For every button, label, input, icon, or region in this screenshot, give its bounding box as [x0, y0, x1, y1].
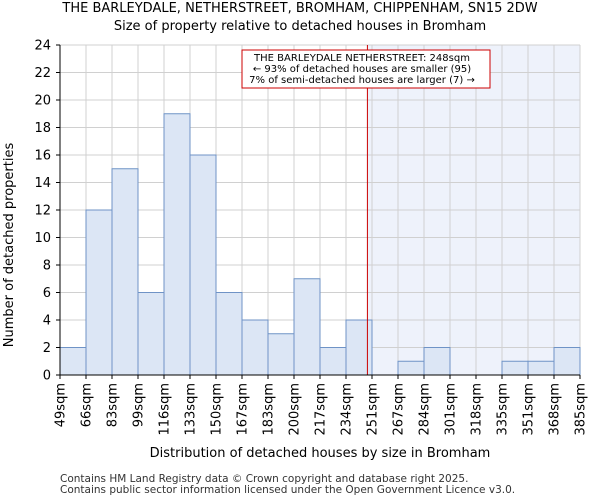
x-tick-label: 200sqm — [288, 383, 303, 436]
x-tick-label: 385sqm — [574, 383, 589, 436]
x-axis: 49sqm 66sqm 83sqm 99sqm 116sqm 133sqm 150sqm 16… — [54, 374, 589, 436]
y-tick-label: 0 — [43, 369, 51, 384]
x-tick-label: 66sqm — [80, 383, 95, 427]
x-tick-label: 150sqm — [210, 383, 225, 436]
bar-368sqm — [553, 347, 581, 376]
bar-267sqm — [397, 360, 425, 376]
y-tick-label: 24 — [34, 39, 51, 54]
bar-200sqm — [293, 278, 321, 376]
x-tick-label: 133sqm — [184, 383, 199, 436]
bar-234sqm — [345, 319, 373, 376]
x-tick-label: 183sqm — [262, 383, 277, 436]
y-tick-label: 18 — [34, 121, 51, 136]
chart-title: THE BARLEYDALE, NETHERSTREET, BROMHAM, C… — [62, 1, 538, 16]
x-tick-label: 99sqm — [132, 383, 147, 427]
x-tick-label: 83sqm — [106, 383, 121, 427]
y-tick-label: 4 — [43, 314, 51, 329]
bar-49sqm — [59, 347, 87, 376]
x-tick-label: 234sqm — [340, 383, 355, 436]
y-tick-label: 8 — [43, 259, 51, 274]
chart-subtitle: Size of property relative to detached ho… — [113, 19, 487, 34]
x-tick-label: 351sqm — [522, 383, 537, 436]
x-tick-label: 49sqm — [54, 383, 69, 427]
bar-99sqm — [137, 292, 165, 376]
footer-licence: Contains public sector information licen… — [60, 484, 516, 496]
y-tick-label: 6 — [43, 286, 51, 301]
bar-66sqm — [85, 209, 113, 376]
bar-150sqm — [215, 292, 243, 376]
bar-351sqm — [527, 360, 555, 376]
y-tick-label: 10 — [34, 231, 51, 246]
bar-183sqm — [267, 333, 295, 376]
y-tick-label: 16 — [34, 149, 51, 164]
x-axis-label: Distribution of detached houses by size … — [150, 446, 491, 461]
annotation-line-2: ← 93% of detached houses are smaller (95… — [253, 64, 471, 75]
x-tick-label: 318sqm — [470, 383, 485, 436]
y-tick-label: 14 — [34, 176, 51, 191]
x-tick-label: 217sqm — [314, 383, 329, 436]
x-tick-label: 116sqm — [158, 383, 173, 436]
bar-83sqm — [111, 168, 139, 376]
x-tick-label: 167sqm — [236, 383, 251, 436]
bar-217sqm — [319, 347, 347, 376]
bar-284sqm — [423, 347, 451, 376]
bar-133sqm — [189, 154, 217, 376]
annotation-box — [241, 49, 491, 89]
y-tick-label: 20 — [34, 94, 51, 109]
bar-116sqm — [163, 113, 191, 376]
bar-167sqm — [241, 319, 269, 376]
y-tick-label: 2 — [43, 341, 51, 356]
x-tick-label: 251sqm — [366, 383, 381, 436]
y-axis-label: Number of detached properties — [2, 143, 17, 348]
footer-copyright: Contains HM Land Registry data © Crown c… — [60, 473, 469, 485]
y-tick-label: 12 — [34, 204, 51, 219]
bar-335sqm — [501, 360, 529, 376]
annotation-line-1: THE BARLEYDALE NETHERSTREET: 248sqm — [253, 53, 470, 64]
bars-group — [59, 113, 581, 376]
x-tick-label: 301sqm — [444, 383, 459, 436]
x-tick-label: 284sqm — [418, 383, 433, 436]
x-tick-label: 267sqm — [392, 383, 407, 436]
annotation-line-3: 7% of semi-detached houses are larger (7… — [249, 75, 475, 86]
x-tick-label: 335sqm — [496, 383, 511, 436]
x-tick-label: 368sqm — [548, 383, 563, 436]
y-tick-label: 22 — [34, 66, 51, 81]
